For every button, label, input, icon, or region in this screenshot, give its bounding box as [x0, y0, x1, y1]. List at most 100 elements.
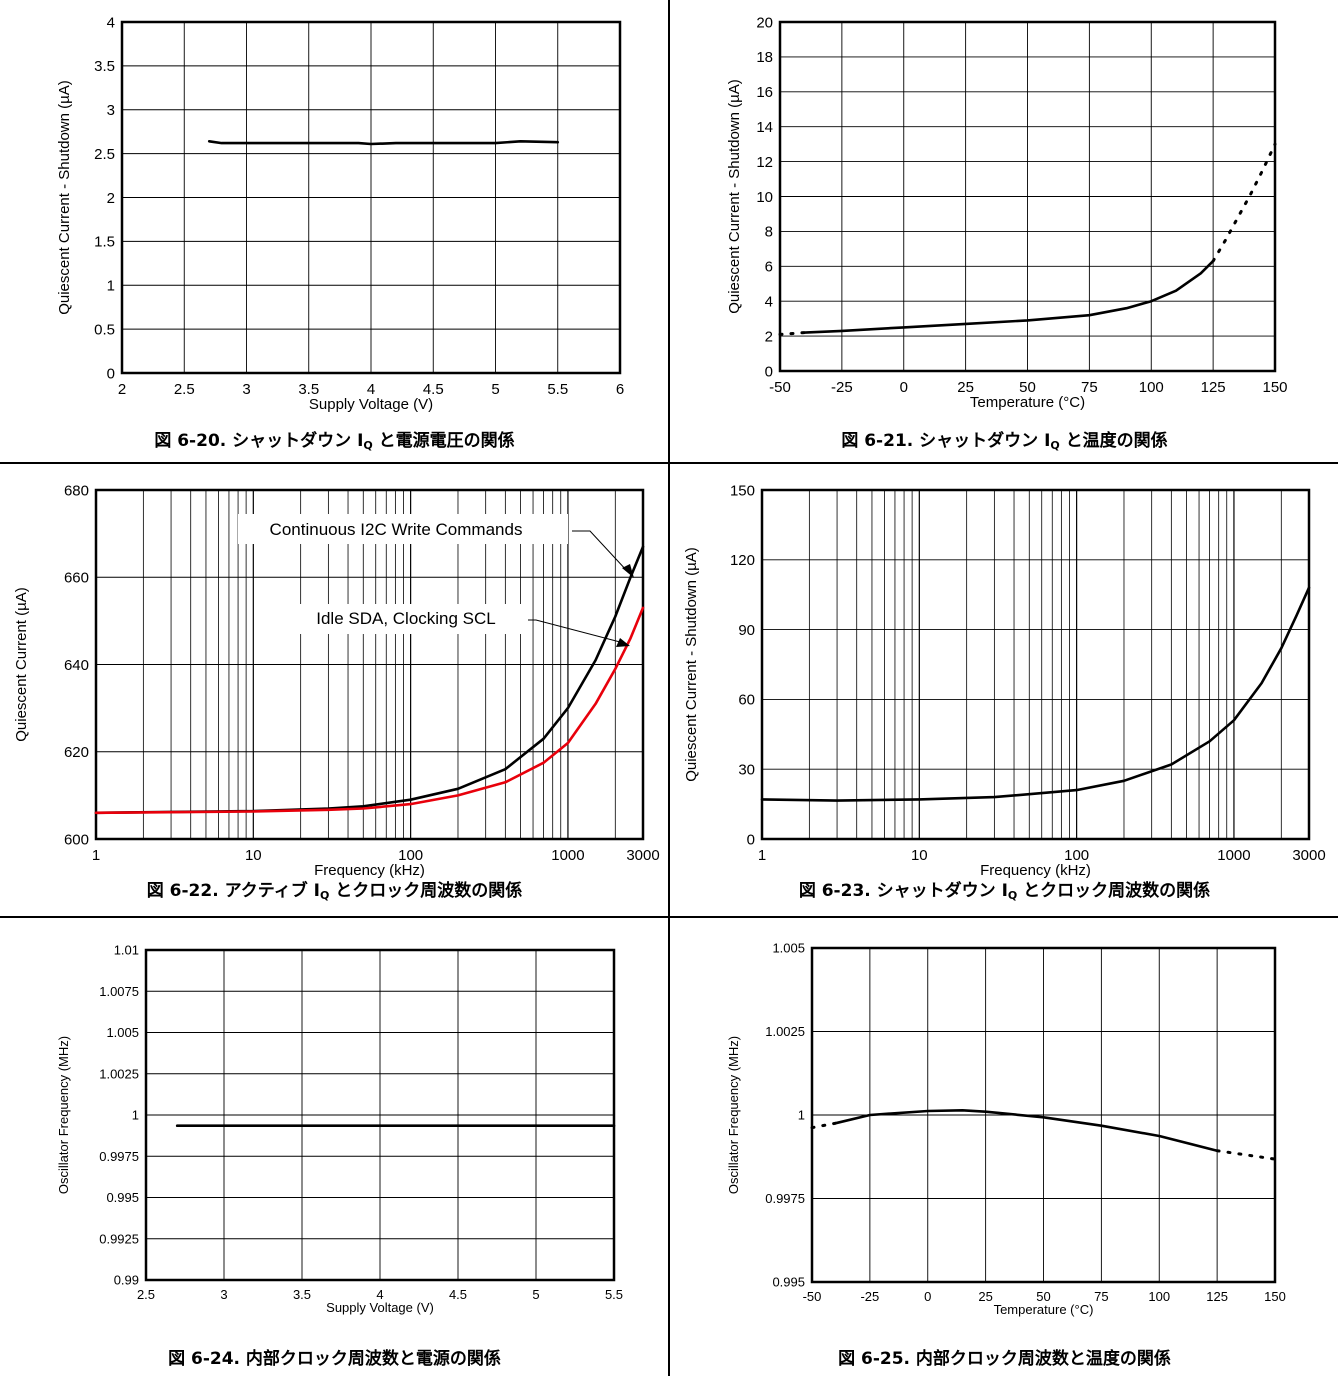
y-axis-label: Quiescent Current (µA) — [13, 587, 30, 742]
chart-6-25: -50 -25 0 25 50 75 100 125 150 0.995 0.9975 1 1.0025… — [670, 918, 1338, 1378]
y-tick-label: 640 — [64, 657, 89, 674]
chart-6-23-caption: 図 6-23. シャットダウン IQ とクロック周波数の関係 — [670, 876, 1338, 902]
y-tick-label: 0.995 — [106, 1190, 139, 1205]
x-tick-label: 1000 — [551, 847, 584, 864]
y-tick-label: 1.005 — [106, 1025, 139, 1040]
x-tick-label: 1 — [758, 847, 766, 864]
annotation-arrow — [622, 564, 634, 578]
x-tick-label: 50 — [1036, 1289, 1050, 1304]
y-tick-label: 0 — [107, 365, 115, 382]
series-line — [94, 606, 645, 815]
caption-text: 図 6-24. 内部クロック周波数と電源の関係 — [168, 1349, 501, 1369]
y-tick-label: 4 — [107, 14, 115, 31]
y-tick-label: 2 — [107, 190, 115, 207]
chart-6-22: 1 10 100 1000 3000 600 620 640 660 680 Frequency (… — [0, 464, 669, 924]
y-tick-label: 90 — [738, 622, 755, 639]
x-tick-label: 100 — [398, 847, 423, 864]
chart-6-23-plot: 1 10 100 1000 3000 0 30 60 90 120 150 Frequency (kH… — [683, 482, 1326, 879]
caption-rest: とクロック周波数の関係 — [1017, 881, 1211, 901]
x-tick-label: 150 — [1262, 379, 1287, 396]
annotation-box — [238, 514, 568, 544]
y-tick-label: 30 — [738, 761, 755, 778]
x-tick-label: 4 — [376, 1287, 383, 1302]
y-tick-label: 60 — [738, 692, 755, 709]
x-tick-label: -50 — [803, 1289, 822, 1304]
chart-6-21-caption: 図 6-21. シャットダウン IQ と温度の関係 — [670, 426, 1338, 452]
chart-6-24: 2.5 3 3.5 4 4.5 5 5.5 0.99 0.9925 0.995 0.9975 1 1.0… — [0, 918, 669, 1378]
frame-divider-vertical — [668, 0, 670, 1376]
x-tick-label: 10 — [245, 847, 262, 864]
x-axis-label: Supply Voltage (V) — [309, 396, 433, 413]
plot-frame — [810, 946, 1277, 1284]
series-line — [207, 140, 560, 146]
y-tick-label: 0.9925 — [99, 1231, 139, 1246]
frame-divider-row1 — [0, 462, 1338, 464]
caption-subscript: Q — [363, 439, 373, 452]
x-tick-label: 4 — [367, 381, 375, 398]
x-tick-label: 25 — [978, 1289, 992, 1304]
x-tick-label: 6 — [616, 381, 624, 398]
caption-text: 図 6-22. アクティブ I — [146, 881, 320, 901]
y-tick-label: 1.005 — [772, 941, 805, 956]
x-tick-label: 10 — [911, 847, 928, 864]
y-tick-label: 1.01 — [114, 943, 139, 958]
y-tick-label: 20 — [756, 14, 773, 31]
x-tick-label: 75 — [1081, 379, 1098, 396]
y-tick-label: 1 — [107, 278, 115, 295]
y-tick-label: 12 — [756, 154, 773, 171]
y-tick-label: 2.5 — [94, 146, 115, 163]
y-tick-label: 1 — [132, 1108, 139, 1123]
caption-rest: と電源電圧の関係 — [372, 431, 515, 451]
y-tick-label: 3 — [107, 102, 115, 119]
y-tick-label: 1 — [798, 1108, 805, 1123]
y-axis-label: Quiescent Current - Shutdown (µA) — [726, 79, 743, 314]
x-tick-label: 5.5 — [547, 381, 568, 398]
x-tick-label: 1000 — [1217, 847, 1250, 864]
y-axis-label: Quiescent Current - Shutdown (µA) — [683, 547, 700, 782]
y-tick-label: 3.5 — [94, 58, 115, 75]
chart-6-22-plot: 1 10 100 1000 3000 600 620 640 660 680 Frequency (… — [13, 482, 660, 879]
x-tick-label: 2.5 — [174, 381, 195, 398]
series-line — [778, 331, 807, 336]
x-tick-label: 4.5 — [449, 1287, 467, 1302]
caption-rest: とクロック周波数の関係 — [329, 881, 523, 901]
y-tick-label: 2 — [765, 328, 773, 345]
x-tick-label: 3000 — [626, 847, 659, 864]
x-tick-label: 100 — [1139, 379, 1164, 396]
caption-text: 図 6-25. 内部クロック周波数と温度の関係 — [838, 1349, 1171, 1369]
x-axis-label: Frequency (kHz) — [980, 862, 1091, 879]
y-tick-label: 600 — [64, 831, 89, 848]
y-tick-label: 120 — [730, 552, 755, 569]
plot-frame — [94, 488, 645, 841]
x-tick-label: 3000 — [1292, 847, 1325, 864]
x-tick-label: 0 — [924, 1289, 931, 1304]
chart-6-24-plot: 2.5 3 3.5 4 4.5 5 5.5 0.99 0.9925 0.995 0.9975 1 1.0… — [56, 943, 623, 1315]
caption-text: 図 6-21. シャットダウン I — [841, 431, 1051, 451]
y-tick-label: 680 — [64, 482, 89, 499]
x-tick-label: 125 — [1201, 379, 1226, 396]
y-tick-label: 620 — [64, 744, 89, 761]
y-tick-label: 10 — [756, 189, 773, 206]
y-tick-label: 14 — [756, 119, 773, 136]
y-tick-label: 0.9975 — [765, 1191, 805, 1206]
x-tick-label: 0 — [900, 379, 908, 396]
chart-6-22-caption: 図 6-22. アクティブ IQ とクロック周波数の関係 — [0, 876, 669, 902]
x-tick-label: 150 — [1264, 1289, 1286, 1304]
x-tick-label: 50 — [1019, 379, 1036, 396]
x-axis-label: Temperature (°C) — [994, 1302, 1094, 1317]
series-line — [1215, 1149, 1277, 1161]
y-tick-label: 1.0075 — [99, 984, 139, 999]
y-tick-label: 18 — [756, 49, 773, 66]
y-tick-label: 8 — [765, 224, 773, 241]
y-axis-label: Quiescent Current - Shutdown (µA) — [56, 80, 73, 315]
caption-subscript: Q — [319, 889, 330, 902]
x-tick-label: 3 — [220, 1287, 227, 1302]
annotation-arrow — [616, 638, 630, 647]
x-tick-label: 5.5 — [605, 1287, 623, 1302]
chart-6-23: 1 10 100 1000 3000 0 30 60 90 120 150 Frequency (kH… — [670, 464, 1338, 924]
x-axis-label: Frequency (kHz) — [314, 862, 425, 879]
y-tick-label: 1.0025 — [765, 1024, 805, 1039]
x-tick-label: 3 — [242, 381, 250, 398]
y-tick-label: 0.5 — [94, 321, 115, 338]
chart-6-20: 2 2.5 3 3.5 4 4.5 5 5.5 6 0 0.5 1 1.5 2 2.5 3 3.5 4 Supply… — [0, 0, 669, 460]
